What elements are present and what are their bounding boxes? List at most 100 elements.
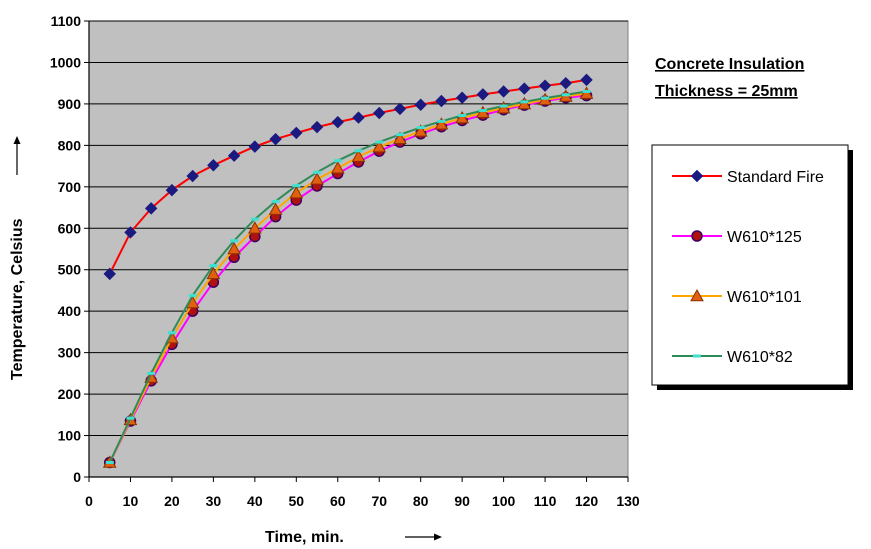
- x-tick-label: 0: [85, 493, 93, 509]
- y-tick-label: 300: [58, 345, 82, 361]
- y-axis-arrow-head: [13, 136, 21, 144]
- data-point: [206, 266, 221, 280]
- data-point: [313, 170, 322, 174]
- data-point: [271, 199, 280, 203]
- data-point: [582, 89, 591, 93]
- data-point: [247, 221, 262, 234]
- legend-marker: [690, 169, 704, 183]
- data-point: [227, 149, 241, 162]
- data-point: [541, 96, 550, 100]
- data-point: [230, 239, 239, 243]
- x-tick-label: 50: [289, 493, 305, 509]
- data-point: [167, 331, 176, 335]
- data-point: [478, 109, 487, 113]
- data-point: [310, 120, 324, 134]
- series-3: [105, 89, 591, 464]
- data-point: [393, 102, 407, 116]
- chart-title-line-1: Concrete Insulation: [655, 56, 804, 73]
- data-point: [416, 126, 425, 130]
- x-axis-arrow-head: [434, 533, 442, 541]
- legend-marker: [691, 230, 703, 242]
- data-point: [435, 94, 448, 108]
- data-point: [354, 149, 363, 153]
- data-point: [227, 241, 241, 255]
- data-point: [476, 88, 490, 101]
- data-point: [188, 293, 197, 297]
- legend-items: Standard Fire W610*125 W610*101 W610*82: [672, 169, 824, 366]
- chart-title-line-2: Thickness = 25mm: [655, 83, 798, 100]
- data-point: [518, 82, 531, 95]
- y-tick-label: 900: [58, 96, 82, 112]
- data-point: [268, 202, 283, 215]
- data-point: [455, 91, 469, 104]
- plot-area: [88, 20, 629, 478]
- data-point: [520, 100, 529, 104]
- series-0: [103, 73, 593, 281]
- data-point: [352, 111, 365, 124]
- y-tick-label: 700: [58, 179, 82, 195]
- data-point: [105, 460, 114, 464]
- data-point: [538, 79, 552, 92]
- y-tick-labels: 0 100 200 300 400 500 600 700 800 900 1000 1100: [50, 13, 89, 485]
- data-point: [434, 117, 449, 130]
- x-tick-label: 70: [371, 493, 387, 509]
- y-tick-label: 0: [73, 469, 81, 485]
- y-tick-label: 500: [58, 262, 82, 278]
- axes: [88, 21, 628, 478]
- data-point: [414, 98, 427, 111]
- data-point: [437, 119, 446, 123]
- data-point: [289, 186, 304, 199]
- x-tick-label: 20: [164, 493, 180, 509]
- legend-label: W610*101: [727, 289, 802, 306]
- x-tick-label: 10: [123, 493, 139, 509]
- x-tick-label: 130: [616, 493, 640, 509]
- x-tick-label: 30: [206, 493, 222, 509]
- data-point: [458, 114, 467, 118]
- data-point: [373, 106, 386, 120]
- data-point: [559, 76, 573, 90]
- x-tick-label: 100: [492, 493, 516, 509]
- data-point: [250, 217, 259, 221]
- legend-label: Standard Fire: [727, 169, 824, 186]
- data-point: [499, 104, 508, 108]
- x-tick-label: 40: [247, 493, 263, 509]
- legend-label: W610*125: [727, 229, 802, 246]
- data-point: [395, 133, 404, 137]
- data-point: [497, 85, 510, 98]
- y-tick-label: 1000: [50, 54, 81, 70]
- y-axis-label: Temperature, Celsius: [9, 218, 26, 380]
- series-group: [102, 73, 594, 469]
- data-point: [103, 267, 116, 281]
- y-tick-label: 400: [58, 303, 82, 319]
- x-tick-label: 90: [454, 493, 470, 509]
- data-point: [248, 140, 262, 153]
- data-point: [292, 184, 301, 188]
- data-point: [580, 73, 593, 87]
- data-point: [351, 149, 366, 162]
- data-point: [165, 183, 179, 197]
- data-point: [413, 124, 428, 137]
- x-tick-label: 60: [330, 493, 346, 509]
- legend-box: [651, 144, 849, 386]
- legend: Standard Fire W610*125 W610*101 W610*82: [651, 144, 853, 390]
- legend-marker: [690, 288, 704, 302]
- x-tick-labels: 0 10 20 30 40 50 60 70 80 90 100 110 120 130: [85, 477, 640, 509]
- data-point: [393, 131, 407, 145]
- data-point: [144, 202, 158, 215]
- data-point: [372, 139, 387, 153]
- y-tick-label: 600: [58, 220, 82, 236]
- data-point: [209, 264, 218, 268]
- x-tick-label: 120: [575, 493, 599, 509]
- x-tick-label: 80: [413, 493, 429, 509]
- x-axis-label: Time, min.: [265, 529, 344, 546]
- data-point: [455, 110, 470, 124]
- y-tick-label: 200: [58, 386, 82, 402]
- y-tick-label: 800: [58, 137, 82, 153]
- data-point: [147, 371, 156, 375]
- legend-label: W610*82: [727, 349, 793, 366]
- data-point: [124, 226, 137, 239]
- series-2: [102, 86, 594, 468]
- data-point: [333, 159, 342, 163]
- data-point: [207, 159, 220, 172]
